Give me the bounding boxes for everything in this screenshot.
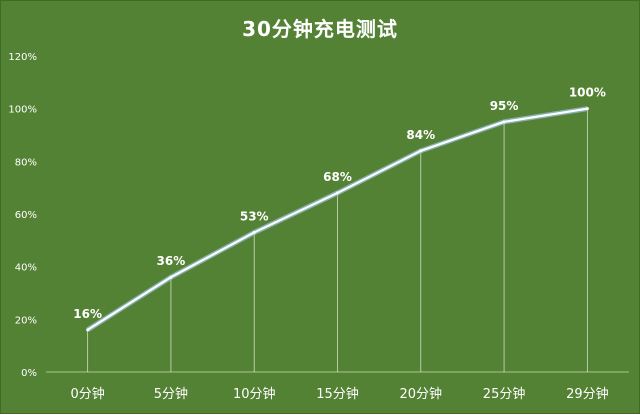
data-label: 95%	[490, 99, 519, 113]
y-tick-label: 80%	[15, 157, 37, 168]
y-tick-label: 20%	[15, 315, 37, 326]
y-tick-label: 100%	[8, 105, 37, 116]
data-point	[169, 275, 173, 279]
x-tick-label: 15分钟	[316, 386, 359, 402]
x-tick-label: 25分钟	[483, 386, 526, 402]
data-label: 68%	[323, 170, 352, 184]
data-label: 100%	[569, 86, 606, 100]
data-point	[86, 328, 90, 332]
data-label: 84%	[406, 128, 435, 142]
y-tick-label: 0%	[21, 368, 37, 379]
y-tick-label: 40%	[15, 263, 37, 274]
x-tick-label: 5分钟	[154, 386, 188, 402]
data-label: 53%	[240, 209, 269, 223]
data-point	[585, 107, 589, 111]
x-tick-label: 0分钟	[71, 386, 105, 402]
data-label: 36%	[157, 254, 186, 268]
data-point	[252, 230, 256, 234]
data-point	[419, 149, 423, 153]
data-point	[336, 191, 339, 195]
x-tick-label: 29分钟	[566, 386, 609, 402]
x-tick-label: 20分钟	[400, 386, 443, 402]
chart-title: 30分钟充电测试	[242, 17, 398, 41]
data-label: 16%	[73, 307, 102, 321]
data-point	[502, 120, 506, 124]
x-tick-label: 10分钟	[233, 386, 276, 402]
y-tick-label: 120%	[8, 52, 37, 63]
y-tick-label: 60%	[15, 210, 37, 221]
